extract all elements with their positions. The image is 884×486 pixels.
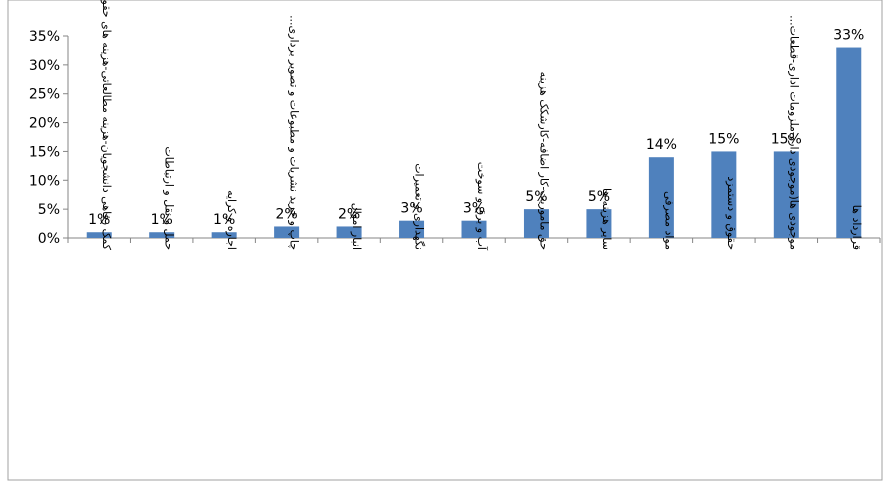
category-label: حق ماموریت-کار اضافه-کارشکک هزینه <box>536 72 550 250</box>
bar-series <box>86 47 862 238</box>
category-label: اجاره و کرایه <box>225 190 238 250</box>
category-label: آب و برق و سوخت <box>475 162 489 251</box>
data-label: 1% <box>88 212 110 228</box>
category-label: قرارداد ها <box>850 205 863 250</box>
category-label: حقوق و دستمزد <box>725 176 738 250</box>
y-tick-label: 10% <box>29 173 60 189</box>
bar <box>523 209 549 238</box>
data-label: 1% <box>151 212 173 228</box>
data-label: 14% <box>646 137 677 153</box>
category-label: انبار اموال <box>350 203 363 250</box>
data-label: 1% <box>213 212 235 228</box>
data-label: 5% <box>588 189 610 205</box>
bar <box>836 47 862 238</box>
category-label: موجودی ها(موجودی دارو-ملزومات اداری-قطعا… <box>787 15 800 250</box>
data-label: 33% <box>833 28 864 44</box>
category-label: کمک رفاهی دانشجویان-هزینه مطالعاتی-هزینه… <box>100 0 113 251</box>
y-tick-label: 0% <box>38 231 60 247</box>
category-label: حمل و نقل و ارتباطات <box>163 146 176 250</box>
bar <box>711 151 737 238</box>
category-label: سایر هزینه ها <box>600 188 613 250</box>
data-labels: 1% 1% 1% 2% 2% 3% 3% 5% 5% 14% 15% 15% 33% <box>88 28 864 229</box>
bar <box>399 220 425 238</box>
bar <box>336 226 362 238</box>
chart-border <box>7 0 883 481</box>
category-label: مواد مصرفی <box>662 191 675 250</box>
data-label: 15% <box>708 131 739 147</box>
category-label: نگهداری و تعمیرات <box>413 163 426 250</box>
bar <box>461 220 487 238</box>
data-label: 3% <box>400 201 422 217</box>
bar <box>648 157 674 238</box>
bar <box>586 209 612 238</box>
y-axis: 0% 5% 10% 15% 20% 25% 30% 35% <box>29 29 69 247</box>
bar <box>773 151 799 238</box>
bar <box>149 232 175 238</box>
data-label: 15% <box>771 131 802 147</box>
y-tick-label: 25% <box>29 87 60 103</box>
data-label: 5% <box>525 189 547 205</box>
bar <box>274 226 300 238</box>
data-label: 2% <box>338 206 360 222</box>
category-labels: کمک رفاهی دانشجویان-هزینه مطالعاتی-هزینه… <box>100 0 863 251</box>
bar <box>86 232 112 238</box>
y-tick-label: 5% <box>38 202 60 218</box>
category-label: چاپ و خرید نشریات و مطبوعات و تصویر بردا… <box>288 15 301 250</box>
data-label: 3% <box>463 201 485 217</box>
y-tick-label: 20% <box>29 116 60 132</box>
y-tick-label: 15% <box>29 144 60 160</box>
data-label: 2% <box>276 206 298 222</box>
bar <box>211 232 237 238</box>
y-tick-label: 30% <box>29 58 60 74</box>
y-tick-label: 35% <box>29 29 60 45</box>
